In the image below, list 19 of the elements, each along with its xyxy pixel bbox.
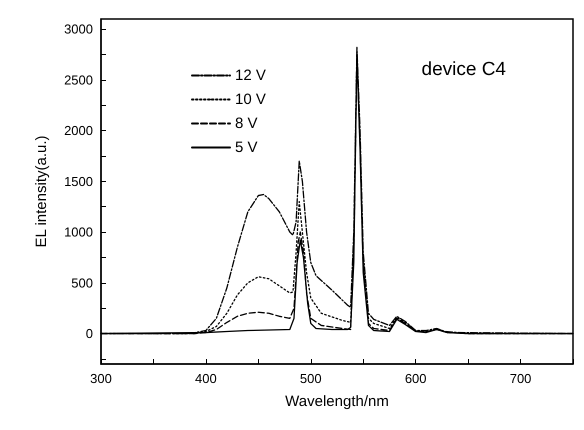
x-axis-title: Wavelength/nm [285,393,389,410]
y-tick-label: 1000 [64,224,93,240]
x-tick-label: 600 [404,371,427,386]
legend-label: 10 V [235,91,266,108]
x-tick-label: 300 [90,371,112,386]
y-tick-label: 2000 [64,123,93,138]
y-tick-label: 0 [86,326,93,342]
y-tick-label: 1500 [64,174,93,189]
x-tick-label: 500 [300,371,322,386]
y-axis-title: EL intensity(a.u.) [33,136,50,248]
y-tick-label: 2500 [64,72,93,88]
y-tick-label: 3000 [64,22,93,37]
legend-label: 5 V [235,139,258,156]
x-tick-label: 400 [195,371,217,386]
x-tick-label: 700 [510,371,532,386]
y-tick-label: 500 [71,275,93,290]
legend-label: 8 V [235,115,258,132]
legend-label: 12 V [235,67,266,84]
annotation: device C4 [422,59,506,80]
